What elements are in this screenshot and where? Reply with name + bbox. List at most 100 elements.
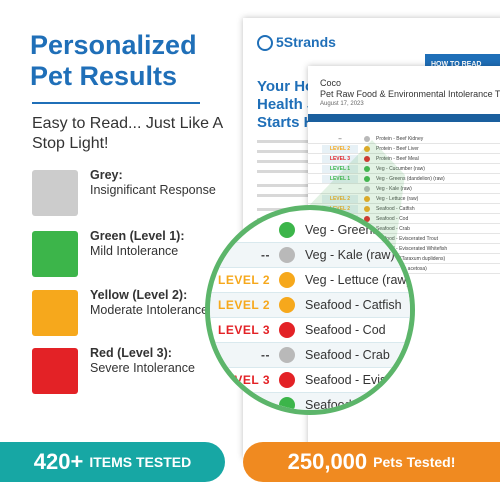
level-label: -- — [338, 186, 342, 192]
legend-desc: Severe Intolerance — [90, 361, 195, 375]
item-name: Seafood - Eviscerated Trout — [376, 236, 438, 242]
level-label: LEVEL 2 — [218, 273, 270, 287]
legend-title: Green (Level 1): — [90, 229, 185, 243]
table-row: Veg - Greens — [210, 218, 410, 243]
divider — [32, 102, 200, 104]
text-line — [257, 140, 337, 143]
status-dot-icon — [279, 372, 295, 388]
level-label: LEVEL 2 — [322, 195, 358, 203]
item-name: Veg - Lettuce (raw) — [376, 196, 419, 202]
item-name: Veg - Lettuce (raw) — [305, 273, 411, 287]
item-name: Veg - Kale (raw) — [376, 186, 412, 192]
logo-icon — [257, 35, 273, 52]
item-name: Protein - Beef Meal — [376, 156, 419, 162]
table-row: -- Veg - Kale (raw) — [308, 184, 500, 194]
level-label: LEVEL 3 — [218, 323, 270, 337]
table-row: LEVEL 2 Veg - Lettuce (raw) — [210, 268, 411, 293]
pets-label: Pets Tested! — [373, 454, 456, 470]
magnifier-lens: Veg - Greens -- Veg - Kale (raw) LEVEL 2 Veg… — [205, 205, 415, 415]
legend-text: Red (Level 3): Severe Intolerance — [90, 346, 240, 376]
status-dot-icon — [279, 322, 295, 338]
level-label: LEVEL 1 — [218, 398, 270, 412]
item-name: Dandelion (Taraxum duplidens) — [376, 256, 446, 262]
legend-item-green: Green (Level 1): Mild Intolerance — [32, 229, 232, 279]
table-row: LEVEL 3 Seafood - Cod — [210, 318, 410, 343]
text-line — [257, 184, 337, 187]
status-dot-icon — [364, 156, 370, 162]
item-name: Veg - Greens (dandelion) (raw) — [376, 176, 445, 182]
level-label: -- — [261, 248, 270, 262]
table-row: LEVEL 2 Protein - Beef Liver — [308, 144, 500, 154]
status-dot-icon — [364, 146, 370, 152]
text-line — [257, 170, 327, 173]
pets-count: 250,000 — [287, 449, 368, 474]
table-row: LEVEL 3 Protein - Beef Meal — [308, 154, 500, 164]
item-name: Seafood - Eviscerated Whitefish — [376, 246, 448, 252]
item-name: Protein - Beef Kidney — [376, 136, 424, 142]
text-line — [257, 160, 337, 163]
legend-swatch — [32, 170, 78, 216]
status-dot-icon — [364, 206, 370, 212]
legend-title: Yellow (Level 2): — [90, 288, 188, 302]
legend-text: Yellow (Level 2): Moderate Intolerance — [90, 288, 240, 318]
item-name: Seafood - Crab — [305, 348, 390, 362]
item-name: Seafood - Eviscerated — [305, 373, 411, 387]
table-row: -- Veg - Kale (raw) — [210, 243, 410, 268]
legend-desc: Mild Intolerance — [90, 244, 179, 258]
table-row: -- Seafood - Crab — [210, 343, 410, 368]
status-dot-icon — [279, 297, 295, 313]
report-header-bar — [308, 114, 500, 122]
status-dot-icon — [279, 247, 295, 263]
report-back-title: Your Ho Health J Starts H — [257, 78, 316, 131]
item-name: Seafood - Crab — [376, 226, 410, 232]
legend-swatch — [32, 231, 78, 277]
status-dot-icon — [364, 186, 370, 192]
items-tested-banner: 420+ ITEMS TESTED — [0, 442, 225, 482]
legend-text: Green (Level 1): Mild Intolerance — [90, 229, 240, 259]
legend-title: Red (Level 3): — [90, 346, 172, 360]
item-name: Protein - Beef Liver — [376, 146, 419, 152]
items-label: ITEMS TESTED — [89, 454, 192, 470]
headline: Personalized Pet Results — [30, 30, 197, 91]
item-name: Seafood - Cod — [305, 323, 386, 337]
legend-desc: Moderate Intolerance — [90, 303, 209, 317]
legend-item-grey: Grey: Insignificant Response — [32, 168, 232, 218]
level-label: LEVEL 1 — [322, 175, 358, 183]
level-label: -- — [338, 136, 342, 142]
legend-swatch — [32, 348, 78, 394]
level-label: LEVEL 3 — [218, 373, 270, 387]
level-label: LEVEL 3 — [322, 155, 358, 163]
status-dot-icon — [364, 196, 370, 202]
level-label: LEVEL 1 — [322, 165, 358, 173]
item-name: Seafood - Catfish — [305, 298, 402, 312]
table-row: LEVEL 1 Veg - Cucumber (raw) — [308, 164, 500, 174]
pets-tested-banner: 250,000 Pets Tested! — [243, 442, 500, 482]
table-row: LEVEL 2 Veg - Lettuce (raw) — [308, 194, 500, 204]
legend-swatch — [32, 290, 78, 336]
status-dot-icon — [279, 397, 295, 410]
item-name: Seafood - Catfish — [376, 206, 415, 212]
item-name: Seafood - Cod — [376, 216, 409, 222]
report-date: August 17, 2023 — [320, 101, 364, 107]
status-dot-icon — [364, 176, 370, 182]
table-row: LEVEL 3 Seafood - Eviscerated — [210, 368, 411, 393]
table-row: LEVEL 2 Seafood - Catfish — [210, 293, 410, 318]
magnified-table: Veg - Greens -- Veg - Kale (raw) LEVEL 2 Veg… — [210, 218, 411, 412]
item-name: Veg - Cucumber (raw) — [376, 166, 425, 172]
status-dot-icon — [279, 347, 295, 363]
legend-text: Grey: Insignificant Response — [90, 168, 240, 198]
legend-desc: Insignificant Response — [90, 183, 216, 197]
status-dot-icon — [279, 222, 295, 238]
status-dot-icon — [364, 216, 370, 222]
table-row: LEVEL 1 Veg - Greens (dandelion) (raw) — [308, 174, 500, 184]
tagline: Easy to Read... Just Like A Stop Light! — [32, 115, 223, 152]
text-line — [257, 194, 312, 197]
item-name: Seafood - Eviscerated — [305, 398, 411, 412]
logo-text: 5Strands — [276, 34, 336, 50]
level-label: LEVEL 2 — [218, 298, 270, 312]
text-line — [257, 150, 317, 153]
legend-title: Grey: — [90, 168, 123, 182]
report-title: Pet Raw Food & Environmental Intolerance… — [320, 89, 500, 99]
table-row: -- Protein - Beef Kidney — [308, 134, 500, 144]
status-dot-icon — [364, 166, 370, 172]
